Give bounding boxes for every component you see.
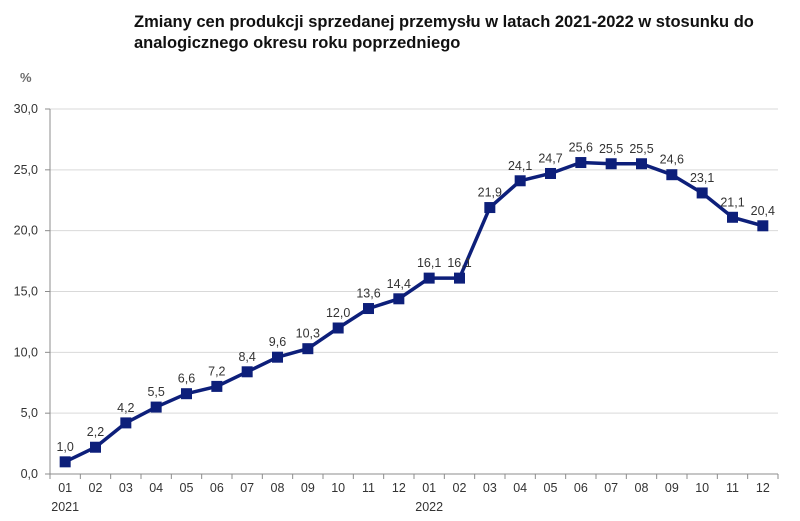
- data-point-marker: [454, 272, 465, 284]
- chart-title: Zmiany cen produkcji sprzedanej przemysł…: [134, 13, 754, 52]
- x-tick-label: 04: [149, 481, 163, 495]
- data-label: 4,2: [117, 401, 134, 415]
- data-point-marker: [423, 272, 435, 284]
- axes: [45, 108, 779, 479]
- data-label: 21,1: [720, 195, 744, 209]
- data-label: 24,1: [508, 159, 532, 173]
- x-tick-label: 01: [422, 481, 436, 495]
- x-tick-label: 03: [483, 481, 497, 495]
- x-tick-label: 06: [210, 481, 224, 495]
- data-point-marker: [272, 351, 283, 363]
- data-label: 21,9: [478, 186, 502, 200]
- data-point-marker: [545, 167, 556, 179]
- data-label: 1,0: [56, 440, 73, 454]
- data-point-marker: [302, 343, 314, 355]
- data-label: 7,2: [208, 364, 225, 378]
- data-point-marker: [363, 303, 374, 315]
- data-point-marker: [696, 187, 708, 199]
- data-label: 23,1: [690, 171, 714, 185]
- data-label: 5,5: [147, 385, 164, 399]
- data-label: 20,4: [751, 204, 775, 218]
- data-point-marker: [150, 401, 162, 413]
- data-label: 24,6: [660, 153, 684, 167]
- data-label: 6,6: [178, 372, 195, 386]
- x-tick-label: 11: [362, 481, 375, 495]
- data-point-marker: [90, 441, 101, 453]
- data-point-marker: [120, 417, 132, 429]
- data-point-marker: [211, 380, 223, 392]
- data-markers: [59, 157, 769, 468]
- data-label: 13,6: [356, 287, 380, 301]
- data-point-marker: [605, 158, 617, 170]
- x-tick-label: 12: [392, 481, 406, 495]
- x-year-label: 2022: [415, 500, 443, 514]
- x-tick-label: 02: [453, 481, 467, 495]
- x-tick-label: 01: [58, 481, 72, 495]
- x-tick-label: 07: [240, 481, 254, 495]
- series-line-group: [64, 160, 764, 464]
- data-labels: 1,0 2,2 4,2 5,5 6,6 7,2 8,4 9,6 10,3 12,0 13,6 14,4…: [56, 141, 775, 454]
- x-tick-label: 12: [756, 481, 770, 495]
- data-label: 25,6: [569, 141, 593, 155]
- data-point-marker: [727, 211, 738, 223]
- data-label: 10,3: [296, 327, 320, 341]
- data-label: 24,7: [538, 151, 562, 165]
- y-tick-label: 5,0: [21, 406, 38, 420]
- x-tick-label: 10: [695, 481, 709, 495]
- data-point-marker: [514, 175, 526, 187]
- data-point-marker: [757, 220, 769, 232]
- y-tick-label: 20,0: [14, 224, 38, 238]
- x-tick-label: 08: [635, 481, 649, 495]
- x-tick-label: 06: [574, 481, 588, 495]
- y-axis-unit-label: %: [20, 70, 32, 85]
- x-tick-label: 02: [89, 481, 103, 495]
- x-tick-label: 05: [180, 481, 194, 495]
- x-tick-label: 09: [665, 481, 679, 495]
- data-point-marker: [393, 293, 405, 305]
- y-tick-label: 30,0: [14, 102, 38, 116]
- data-label: 16,1: [447, 256, 471, 270]
- y-tick-label: 15,0: [14, 285, 38, 299]
- x-tick-label: 11: [726, 481, 739, 495]
- data-point-marker: [484, 202, 496, 214]
- data-point-marker: [332, 322, 344, 334]
- data-label: 25,5: [629, 142, 653, 156]
- data-point-marker: [666, 169, 678, 181]
- x-tick-label: 04: [513, 481, 527, 495]
- data-point-marker: [575, 157, 587, 169]
- y-tick-label: 10,0: [14, 345, 38, 359]
- data-point-marker: [636, 158, 647, 170]
- data-point-marker: [59, 456, 71, 468]
- data-label: 12,0: [326, 306, 350, 320]
- data-label: 2,2: [87, 425, 104, 439]
- x-year-label: 2021: [51, 500, 79, 514]
- data-point-marker: [241, 366, 253, 378]
- x-tick-label: 07: [604, 481, 618, 495]
- data-label: 8,4: [238, 350, 255, 364]
- x-tick-label: 10: [331, 481, 345, 495]
- x-tick-label: 08: [271, 481, 285, 495]
- data-label: 14,4: [387, 277, 411, 291]
- data-label: 16,1: [417, 256, 441, 270]
- y-tick-label: 0,0: [21, 467, 38, 481]
- data-label: 9,6: [269, 335, 286, 349]
- data-label: 25,5: [599, 142, 623, 156]
- series-line: [64, 160, 764, 464]
- data-point-marker: [181, 388, 192, 400]
- tick-labels: 0,0 5,0 10,0 15,0 20,0 25,0 30,0 01 02 03 04 05 06 07…: [14, 102, 770, 514]
- x-tick-label: 03: [119, 481, 133, 495]
- y-tick-label: 25,0: [14, 163, 38, 177]
- x-tick-label: 09: [301, 481, 315, 495]
- x-tick-label: 05: [544, 481, 558, 495]
